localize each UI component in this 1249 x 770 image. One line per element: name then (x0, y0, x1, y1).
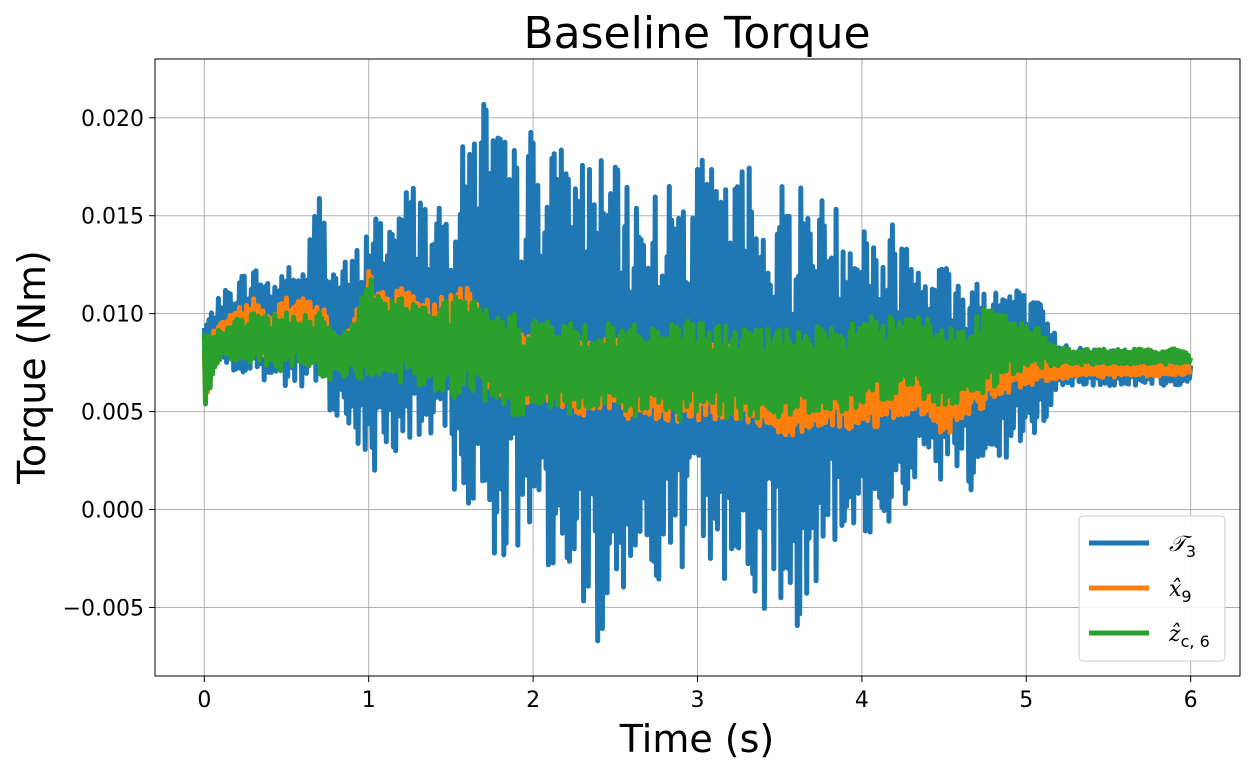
x-tick-label: 4 (855, 688, 869, 713)
x-axis-ticks: 0 1 2 3 4 5 6 (197, 676, 1198, 713)
legend: 𝒯3x̂9ẑc, 6 (1078, 515, 1226, 662)
legend-label-3: ẑc, 6 (1168, 622, 1210, 651)
legend-label-2: x̂9 (1169, 577, 1192, 606)
legend-label-sub: c, 6 (1181, 632, 1210, 651)
legend-label-main: ẑ (1168, 622, 1181, 647)
y-tick-label: 0.020 (81, 107, 144, 132)
x-tick-label: 2 (526, 688, 540, 713)
y-tick-label: 0.015 (81, 205, 144, 230)
legend-items: 𝒯3x̂9ẑc, 6 (1089, 532, 1210, 651)
legend-box (1078, 515, 1226, 662)
x-axis-label: Time (s) (619, 717, 775, 761)
x-tick-label: 6 (1184, 688, 1198, 713)
legend-label-main: x̂ (1169, 577, 1182, 602)
y-tick-label: 0.010 (81, 303, 144, 328)
x-tick-label: 3 (691, 688, 705, 713)
x-tick-label: 0 (197, 688, 211, 713)
series-line-1 (201, 101, 1194, 644)
y-tick-label: 0.005 (81, 401, 144, 426)
y-axis-ticks: −0.005 0.000 0.005 0.010 0.015 0.020 (63, 107, 155, 621)
legend-label-sub: 3 (1186, 542, 1196, 561)
y-axis-label: Torque (Nm) (10, 250, 54, 485)
x-tick-label: 5 (1019, 688, 1033, 713)
series-line-3 (201, 277, 1194, 423)
chart-title: Baseline Torque (523, 8, 870, 59)
x-tick-label: 1 (362, 688, 376, 713)
series-layer (201, 101, 1194, 644)
y-tick-label: 0.000 (81, 499, 144, 524)
legend-label-sub: 9 (1181, 587, 1191, 606)
y-tick-label: −0.005 (63, 596, 144, 621)
